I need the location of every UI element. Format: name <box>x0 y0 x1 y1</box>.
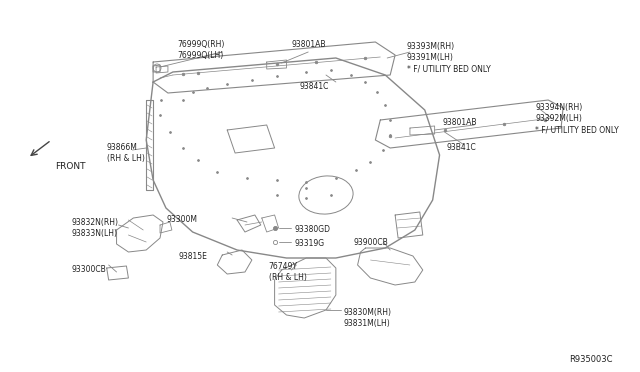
Text: 93801AB: 93801AB <box>291 40 326 49</box>
Text: 93393M(RH)
93391M(LH)
* F/ UTILITY BED ONLY: 93393M(RH) 93391M(LH) * F/ UTILITY BED O… <box>407 42 491 73</box>
Text: 93900CB: 93900CB <box>354 238 388 247</box>
Text: FRONT: FRONT <box>55 162 86 171</box>
Text: R935003C: R935003C <box>569 355 612 364</box>
Text: 93300M: 93300M <box>166 215 198 224</box>
Text: 93394N(RH)
93392M(LH)
* F/ UTILITY BED ONLY: 93394N(RH) 93392M(LH) * F/ UTILITY BED O… <box>536 103 619 134</box>
Text: 93866M
(RH & LH): 93866M (RH & LH) <box>107 143 145 163</box>
Text: 93319G: 93319G <box>294 239 324 248</box>
Text: 93832N(RH)
93833N(LH): 93832N(RH) 93833N(LH) <box>71 218 118 238</box>
Text: 76749Y
(RH & LH): 76749Y (RH & LH) <box>269 262 307 282</box>
Text: 93B41C: 93B41C <box>447 143 476 152</box>
Text: 93380GD: 93380GD <box>294 225 330 234</box>
Text: 93830M(RH)
93831M(LH): 93830M(RH) 93831M(LH) <box>344 308 392 328</box>
Text: 76999Q(RH)
76999Q(LH): 76999Q(RH) 76999Q(LH) <box>178 40 225 60</box>
Text: 93801AB: 93801AB <box>442 118 477 127</box>
Text: 93300CB: 93300CB <box>71 265 106 274</box>
Text: 93815E: 93815E <box>179 252 207 261</box>
Text: 93841C: 93841C <box>300 82 329 91</box>
